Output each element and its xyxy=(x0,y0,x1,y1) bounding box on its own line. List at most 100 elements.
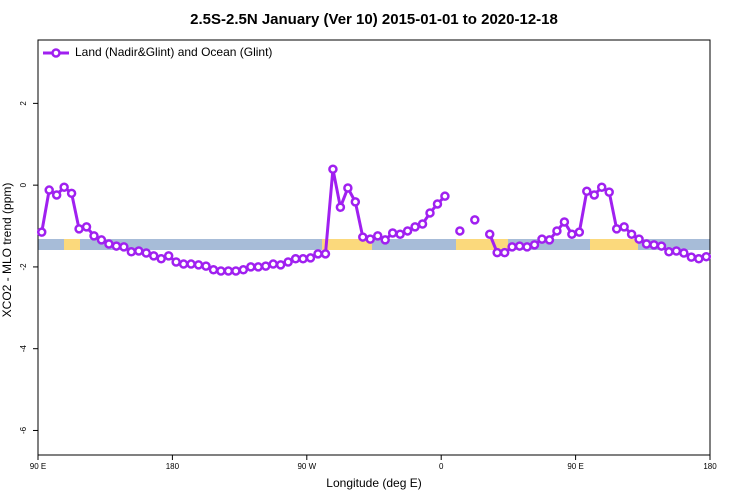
data-point xyxy=(66,188,77,199)
data-point xyxy=(664,247,674,257)
data-point xyxy=(395,229,405,239)
data-point xyxy=(74,224,84,234)
data-point xyxy=(178,259,189,269)
data-point xyxy=(81,222,92,232)
data-point xyxy=(96,235,107,245)
x-tick-label: 90 W xyxy=(297,462,316,471)
data-point xyxy=(589,190,600,200)
x-tick-label: 90 E xyxy=(30,462,46,471)
data-point xyxy=(686,252,697,262)
x-tick-label: 180 xyxy=(703,462,717,471)
data-point xyxy=(163,251,174,261)
data-point xyxy=(171,257,181,267)
data-point xyxy=(231,266,241,276)
land-band xyxy=(64,239,80,250)
data-point xyxy=(619,222,629,232)
data-point xyxy=(544,235,555,245)
series-line xyxy=(40,168,707,273)
data-point xyxy=(119,242,129,252)
data-point xyxy=(470,215,480,225)
data-point xyxy=(492,247,502,258)
data-point xyxy=(89,231,99,241)
legend-marker xyxy=(51,48,61,58)
land-band xyxy=(590,239,638,250)
data-point xyxy=(574,227,585,237)
data-point xyxy=(335,202,346,212)
data-point xyxy=(238,265,249,275)
data-point xyxy=(193,260,204,270)
data-point xyxy=(208,265,219,275)
data-point xyxy=(641,239,652,249)
data-point xyxy=(36,227,47,237)
data-point xyxy=(44,185,54,195)
data-point xyxy=(507,242,517,252)
data-point xyxy=(305,253,316,263)
data-point xyxy=(51,190,62,200)
y-tick-label: -2 xyxy=(19,263,28,271)
data-point xyxy=(656,241,667,251)
data-point xyxy=(425,208,435,218)
plot-frame xyxy=(37,39,711,456)
x-axis-label: Longitude (deg E) xyxy=(326,476,421,490)
data-point xyxy=(380,235,390,245)
x-tick-label: 180 xyxy=(166,462,180,471)
data-point xyxy=(320,249,331,259)
data-point xyxy=(260,261,271,271)
data-point xyxy=(649,240,659,250)
land-ocean-strip xyxy=(38,239,710,250)
y-tick-label: -4 xyxy=(19,345,28,353)
data-point xyxy=(626,229,637,239)
data-point xyxy=(59,182,69,192)
x-tick-label: 0 xyxy=(439,462,444,471)
data-point xyxy=(679,248,689,258)
x-tick-label: 90 E xyxy=(567,462,583,471)
data-point xyxy=(186,259,196,269)
data-point xyxy=(350,197,361,207)
data-point xyxy=(596,182,607,192)
y-tick-label: -6 xyxy=(19,426,28,434)
data-point xyxy=(604,187,614,197)
data-point xyxy=(201,261,211,271)
data-point xyxy=(216,266,226,276)
data-point xyxy=(148,251,159,261)
data-point xyxy=(694,253,704,264)
data-point xyxy=(328,164,338,174)
data-point xyxy=(246,262,256,272)
data-point xyxy=(290,253,301,264)
data-point xyxy=(253,262,264,272)
data-point xyxy=(484,229,495,239)
data-point xyxy=(275,260,286,270)
legend-label: Land (Nadir&Glint) and Ocean (Glint) xyxy=(75,45,272,59)
data-point xyxy=(134,246,144,256)
y-axis-label: XCO2 - MLO trend (ppm) xyxy=(0,183,14,318)
data-point xyxy=(634,234,644,244)
ocean-band xyxy=(38,239,710,250)
data-point xyxy=(537,234,547,244)
data-point xyxy=(223,266,234,276)
data-point xyxy=(455,226,465,236)
data-point xyxy=(372,231,383,241)
data-point xyxy=(268,259,278,269)
data-point xyxy=(529,240,540,250)
data-point xyxy=(522,242,532,252)
data-point xyxy=(567,229,577,239)
data-point xyxy=(365,234,376,244)
y-tick-label: 2 xyxy=(19,101,28,106)
data-point xyxy=(552,226,562,236)
data-point xyxy=(559,217,570,227)
data-point xyxy=(343,183,353,193)
data-point xyxy=(126,247,137,257)
data-point xyxy=(104,239,114,249)
data-point xyxy=(410,222,420,232)
data-point xyxy=(440,191,450,201)
data-point xyxy=(141,248,152,258)
data-point xyxy=(611,224,622,234)
data-point xyxy=(402,226,413,236)
data-point xyxy=(283,257,293,267)
data-point xyxy=(111,241,122,251)
data-point xyxy=(313,249,323,259)
land-band xyxy=(456,239,508,250)
y-tick-label: 0 xyxy=(19,182,28,187)
